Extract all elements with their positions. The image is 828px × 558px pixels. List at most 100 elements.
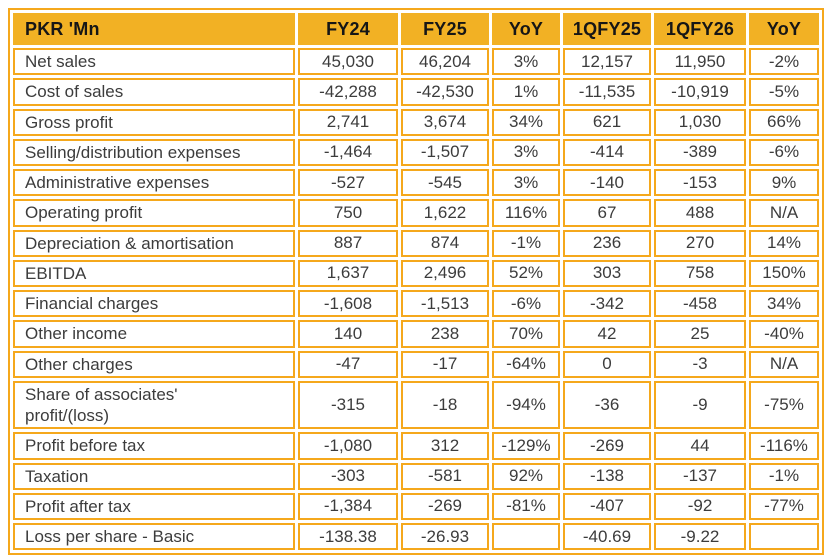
table-cell: -138 bbox=[563, 462, 651, 490]
table-cell: -1% bbox=[492, 229, 560, 257]
table-cell: 92% bbox=[492, 462, 560, 490]
table-cell: -414 bbox=[563, 138, 651, 166]
table-cell: -5% bbox=[749, 78, 819, 106]
table-cell: -389 bbox=[654, 138, 746, 166]
table-cell: -92 bbox=[654, 492, 746, 520]
table-cell: 9% bbox=[749, 169, 819, 197]
table-cell: -47 bbox=[298, 350, 398, 378]
table-cell: 45,030 bbox=[298, 48, 398, 76]
table-cell: -1,080 bbox=[298, 432, 398, 460]
table-cell: 750 bbox=[298, 199, 398, 227]
row-label: Depreciation & amortisation bbox=[13, 229, 295, 257]
table-cell: -138.38 bbox=[298, 523, 398, 551]
table-cell bbox=[749, 523, 819, 551]
table-cell: -458 bbox=[654, 290, 746, 318]
table-cell: 116% bbox=[492, 199, 560, 227]
table-cell: -1,507 bbox=[401, 138, 489, 166]
table-cell: -64% bbox=[492, 350, 560, 378]
table-cell: 67 bbox=[563, 199, 651, 227]
table-cell: 150% bbox=[749, 259, 819, 287]
table-cell: 25 bbox=[654, 320, 746, 348]
header-col-yoy: YoY bbox=[492, 13, 560, 45]
table-cell: 3,674 bbox=[401, 108, 489, 136]
table-cell: 1,622 bbox=[401, 199, 489, 227]
table-cell: -527 bbox=[298, 169, 398, 197]
table-cell: -581 bbox=[401, 462, 489, 490]
table-cell: -269 bbox=[401, 492, 489, 520]
table-cell: -1,513 bbox=[401, 290, 489, 318]
table-cell: -26.93 bbox=[401, 523, 489, 551]
table-cell: -94% bbox=[492, 380, 560, 430]
table-cell: 312 bbox=[401, 432, 489, 460]
table-row: EBITDA 1,637 2,496 52% 303 758 150% bbox=[13, 259, 819, 287]
table-cell: 2,496 bbox=[401, 259, 489, 287]
table-row: Administrative expenses -527 -545 3% -14… bbox=[13, 169, 819, 197]
header-col-1qfy26: 1QFY26 bbox=[654, 13, 746, 45]
table-row: Selling/distribution expenses -1,464 -1,… bbox=[13, 138, 819, 166]
table-cell: 887 bbox=[298, 229, 398, 257]
table-cell: 303 bbox=[563, 259, 651, 287]
table-cell: -6% bbox=[749, 138, 819, 166]
table-cell: -42,530 bbox=[401, 78, 489, 106]
table-cell: 621 bbox=[563, 108, 651, 136]
table-cell: -1,608 bbox=[298, 290, 398, 318]
table-cell: -81% bbox=[492, 492, 560, 520]
table-cell: 70% bbox=[492, 320, 560, 348]
table-cell: 46,204 bbox=[401, 48, 489, 76]
table-row: Depreciation & amortisation 887 874 -1% … bbox=[13, 229, 819, 257]
table-cell: 52% bbox=[492, 259, 560, 287]
table-cell: 66% bbox=[749, 108, 819, 136]
row-label: Selling/distribution expenses bbox=[13, 138, 295, 166]
table-cell: -3 bbox=[654, 350, 746, 378]
table-cell: 34% bbox=[492, 108, 560, 136]
table-row: Cost of sales -42,288 -42,530 1% -11,535… bbox=[13, 78, 819, 106]
table-row: Gross profit 2,741 3,674 34% 621 1,030 6… bbox=[13, 108, 819, 136]
table-cell: -315 bbox=[298, 380, 398, 430]
financial-results-table: PKR 'Mn FY24 FY25 YoY 1QFY25 1QFY26 YoY … bbox=[8, 8, 824, 556]
table-row: Taxation -303 -581 92% -138 -137 -1% bbox=[13, 462, 819, 490]
table-cell: 34% bbox=[749, 290, 819, 318]
table-cell: -6% bbox=[492, 290, 560, 318]
table-cell: 12,157 bbox=[563, 48, 651, 76]
row-label: Net sales bbox=[13, 48, 295, 76]
table-row: Net sales 45,030 46,204 3% 12,157 11,950… bbox=[13, 48, 819, 76]
table-cell: -269 bbox=[563, 432, 651, 460]
table-cell: -18 bbox=[401, 380, 489, 430]
table-cell: -303 bbox=[298, 462, 398, 490]
table-cell: 1,030 bbox=[654, 108, 746, 136]
table-cell: -129% bbox=[492, 432, 560, 460]
table-cell: -137 bbox=[654, 462, 746, 490]
table-cell: 238 bbox=[401, 320, 489, 348]
header-col-1qfy25: 1QFY25 bbox=[563, 13, 651, 45]
table-cell: 1,637 bbox=[298, 259, 398, 287]
table-cell: 1% bbox=[492, 78, 560, 106]
table-cell: 14% bbox=[749, 229, 819, 257]
table-cell: -11,535 bbox=[563, 78, 651, 106]
row-label: Taxation bbox=[13, 462, 295, 490]
table-cell: 11,950 bbox=[654, 48, 746, 76]
table-cell: -77% bbox=[749, 492, 819, 520]
row-label: Profit before tax bbox=[13, 432, 295, 460]
table-cell: -545 bbox=[401, 169, 489, 197]
table-cell: -407 bbox=[563, 492, 651, 520]
row-label: Profit after tax bbox=[13, 492, 295, 520]
header-col-fy24: FY24 bbox=[298, 13, 398, 45]
table-cell: 270 bbox=[654, 229, 746, 257]
table-cell: 42 bbox=[563, 320, 651, 348]
table-cell: -342 bbox=[563, 290, 651, 318]
table-row: Other charges -47 -17 -64% 0 -3 N/A bbox=[13, 350, 819, 378]
table-cell: 3% bbox=[492, 48, 560, 76]
table-cell: -153 bbox=[654, 169, 746, 197]
table-cell: N/A bbox=[749, 350, 819, 378]
table-cell: -140 bbox=[563, 169, 651, 197]
table-row: Share of associates' profit/(loss) -315 … bbox=[13, 380, 819, 430]
table-cell: -1% bbox=[749, 462, 819, 490]
row-label: Other charges bbox=[13, 350, 295, 378]
table-cell: 3% bbox=[492, 169, 560, 197]
table-row: Profit before tax -1,080 312 -129% -269 … bbox=[13, 432, 819, 460]
header-row: PKR 'Mn FY24 FY25 YoY 1QFY25 1QFY26 YoY bbox=[13, 13, 819, 45]
row-label: Share of associates' profit/(loss) bbox=[13, 380, 295, 430]
table-cell: 236 bbox=[563, 229, 651, 257]
table-cell: -40% bbox=[749, 320, 819, 348]
table-cell: -9 bbox=[654, 380, 746, 430]
